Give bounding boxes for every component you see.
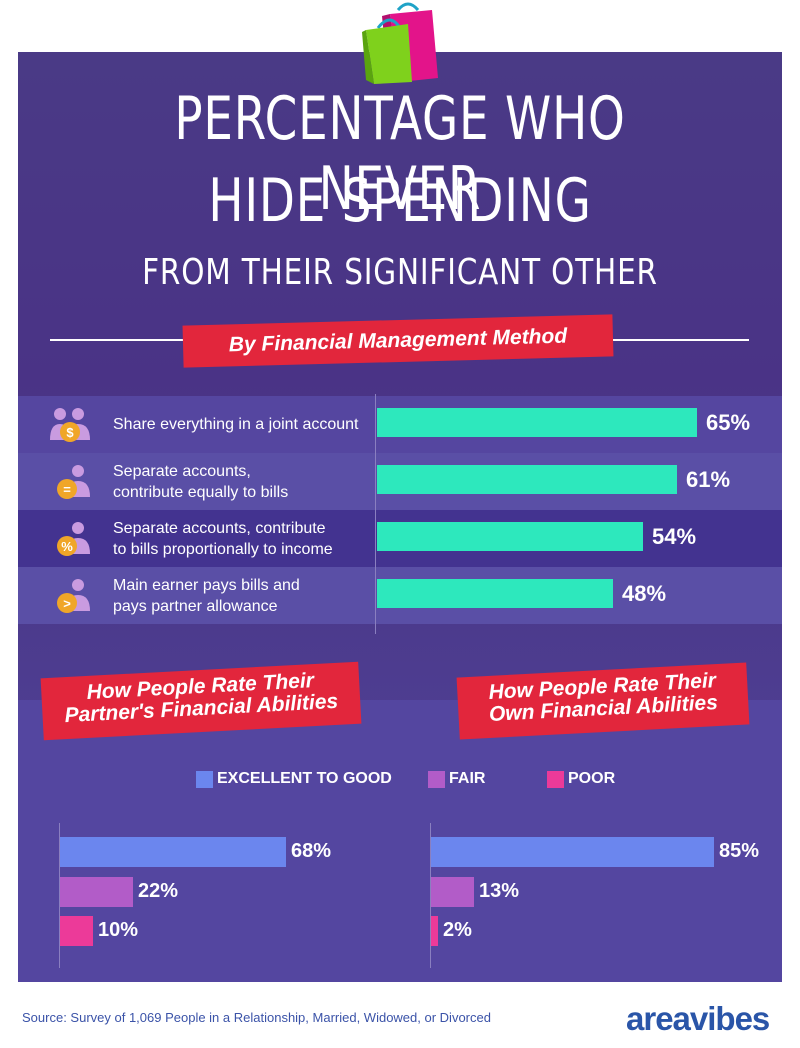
method-chart-axis bbox=[375, 394, 376, 634]
method-row: % Separate accounts, contribute to bills … bbox=[18, 510, 782, 567]
method-bar bbox=[377, 579, 613, 608]
title-line-2: HIDE SPENDING bbox=[208, 166, 592, 236]
dollar-people-icon: $ bbox=[50, 408, 90, 442]
method-label: Separate accounts, contribute equally to… bbox=[113, 462, 289, 501]
legend-swatch-fair bbox=[428, 771, 445, 788]
own-chart-axis bbox=[430, 823, 431, 968]
svg-text:=: = bbox=[63, 482, 71, 497]
title-line-1: PERCENTAGE WHO NEVER bbox=[174, 84, 626, 224]
partner-rating-bar bbox=[60, 877, 133, 907]
legend-swatch-excellent bbox=[196, 771, 213, 788]
partner-rating-value: 10% bbox=[98, 919, 139, 941]
legend-label-fair: FAIR bbox=[449, 770, 486, 787]
method-label: Main earner pays bills and pays partner … bbox=[113, 576, 300, 615]
own-rating-bar bbox=[431, 877, 474, 907]
own-rating-bar bbox=[431, 916, 438, 946]
greater-than-person-icon: > bbox=[57, 579, 90, 613]
method-value-label: 61% bbox=[686, 467, 731, 492]
shopping-bags-icon bbox=[362, 2, 438, 84]
divider-right bbox=[605, 339, 749, 341]
partner-rating-bar bbox=[60, 837, 286, 867]
partner-chart-axis bbox=[59, 823, 60, 968]
own-rating-bar bbox=[431, 837, 714, 867]
method-value-label: 48% bbox=[622, 581, 667, 606]
percent-person-icon: % bbox=[57, 522, 90, 556]
equals-person-icon: = bbox=[57, 465, 90, 499]
source-note: Source: Survey of 1,069 People in a Rela… bbox=[22, 1010, 491, 1025]
method-bar bbox=[377, 522, 643, 551]
method-value-label: 54% bbox=[652, 524, 697, 549]
method-bar bbox=[377, 465, 677, 494]
svg-text:$: $ bbox=[66, 425, 74, 440]
partner-chart-title-text: How People Rate Their Partner's Financia… bbox=[64, 669, 339, 728]
partner-rating-value: 68% bbox=[291, 840, 332, 862]
own-chart-title-text: How People Rate Their Own Financial Abil… bbox=[488, 669, 719, 726]
logo-text: areavibes bbox=[626, 1000, 770, 1037]
method-label: Share everything in a joint account bbox=[113, 416, 359, 433]
legend-swatch-poor bbox=[547, 771, 564, 788]
subtitle: FROM THEIR SIGNIFICANT OTHER bbox=[142, 252, 658, 293]
divider-left bbox=[50, 339, 190, 341]
method-value-label: 65% bbox=[706, 410, 751, 435]
legend-label-poor: POOR bbox=[568, 770, 616, 787]
partner-rating-value: 22% bbox=[138, 880, 179, 902]
partner-rating-bar bbox=[60, 916, 93, 946]
method-bar bbox=[377, 408, 697, 437]
svg-text:%: % bbox=[61, 539, 73, 554]
own-rating-value: 13% bbox=[479, 880, 520, 902]
legend-label-excellent: EXCELLENT TO GOOD bbox=[217, 770, 392, 787]
areavibes-logo: areavibes bbox=[626, 1000, 770, 1038]
svg-text:>: > bbox=[63, 596, 71, 611]
method-label: Separate accounts, contribute to bills p… bbox=[113, 519, 333, 558]
own-rating-value: 85% bbox=[719, 840, 760, 862]
own-rating-value: 2% bbox=[443, 919, 472, 941]
